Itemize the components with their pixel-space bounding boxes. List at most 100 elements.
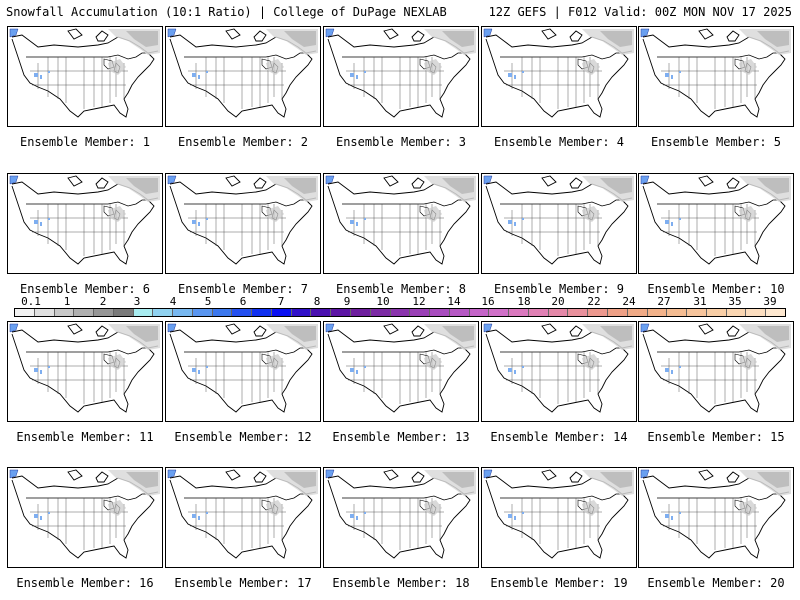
north-america-map: .coast{fill:none;stroke:#000;stroke-widt…	[167, 28, 318, 118]
ensemble-map-panel: .coast{fill:none;stroke:#000;stroke-widt…	[481, 26, 637, 127]
ensemble-map-panel: .coast{fill:none;stroke:#000;stroke-widt…	[481, 467, 637, 568]
ensemble-map-panel: .coast{fill:none;stroke:#000;stroke-widt…	[165, 467, 321, 568]
colorbar-swatch	[430, 309, 450, 316]
colorbar-swatch	[469, 309, 490, 316]
ensemble-map-panel: .coast{fill:none;stroke:#000;stroke-widt…	[638, 321, 794, 422]
ensemble-map-panel: .coast{fill:none;stroke:#000;stroke-widt…	[165, 26, 321, 127]
ensemble-map-panel: .coast{fill:none;stroke:#000;stroke-widt…	[481, 173, 637, 274]
colorbar-tick-label: 4	[169, 295, 177, 308]
colorbar-swatch	[548, 309, 569, 316]
north-america-map: .coast{fill:none;stroke:#000;stroke-widt…	[167, 175, 318, 265]
header-left-title: Snowfall Accumulation (10:1 Ratio) | Col…	[6, 5, 447, 19]
colorbar-swatch	[74, 309, 95, 316]
ensemble-map-panel: .coast{fill:none;stroke:#000;stroke-widt…	[7, 321, 163, 422]
colorbar-tick-label: 27	[657, 295, 671, 308]
colorbar-tick-label: 16	[481, 295, 495, 308]
ensemble-member-label: Ensemble Member: 12	[174, 430, 312, 444]
snowfall-colorbar	[14, 308, 786, 317]
colorbar-swatch	[252, 309, 272, 316]
colorbar-swatch	[54, 309, 75, 316]
ensemble-map-panel: .coast{fill:none;stroke:#000;stroke-widt…	[7, 173, 163, 274]
colorbar-swatch	[509, 309, 529, 316]
colorbar-tick-label: 7	[277, 295, 285, 308]
colorbar-swatch	[647, 309, 668, 316]
colorbar-swatch	[331, 309, 352, 316]
colorbar-swatch	[489, 309, 510, 316]
colorbar-swatch	[706, 309, 727, 316]
colorbar-swatch	[15, 309, 35, 316]
ensemble-map-panel: .coast{fill:none;stroke:#000;stroke-widt…	[165, 321, 321, 422]
north-america-map: .coast{fill:none;stroke:#000;stroke-widt…	[325, 469, 476, 559]
colorbar-tick-label: 3	[133, 295, 141, 308]
ensemble-map-panel: .coast{fill:none;stroke:#000;stroke-widt…	[323, 467, 479, 568]
ensemble-member-label: Ensemble Member: 20	[647, 576, 785, 590]
north-america-map: .coast{fill:none;stroke:#000;stroke-widt…	[640, 175, 791, 265]
colorbar-tick-label: 39	[763, 295, 777, 308]
colorbar-swatch	[687, 309, 707, 316]
colorbar-tick-label: 24	[622, 295, 636, 308]
ensemble-map-panel: .coast{fill:none;stroke:#000;stroke-widt…	[638, 467, 794, 568]
colorbar-tick-label: 9	[343, 295, 351, 308]
colorbar-swatch	[192, 309, 213, 316]
north-america-map: .coast{fill:none;stroke:#000;stroke-widt…	[9, 323, 160, 413]
colorbar-tick-label: 18	[517, 295, 531, 308]
ensemble-map-panel: .coast{fill:none;stroke:#000;stroke-widt…	[323, 173, 479, 274]
north-america-map: .coast{fill:none;stroke:#000;stroke-widt…	[325, 175, 476, 265]
colorbar-tick-label: 1	[63, 295, 71, 308]
colorbar-swatch	[34, 309, 55, 316]
north-america-map: .coast{fill:none;stroke:#000;stroke-widt…	[483, 28, 634, 118]
ensemble-member-label: Ensemble Member: 14	[490, 430, 628, 444]
colorbar-tick-label: 10	[376, 295, 390, 308]
colorbar-swatch	[528, 309, 549, 316]
colorbar-swatch	[94, 309, 114, 316]
north-america-map: .coast{fill:none;stroke:#000;stroke-widt…	[167, 323, 318, 413]
ensemble-member-label: Ensemble Member: 11	[16, 430, 154, 444]
ensemble-map-panel: .coast{fill:none;stroke:#000;stroke-widt…	[7, 26, 163, 127]
north-america-map: .coast{fill:none;stroke:#000;stroke-widt…	[9, 28, 160, 118]
ensemble-map-panel: .coast{fill:none;stroke:#000;stroke-widt…	[7, 467, 163, 568]
colorbar-tick-label: 0.1	[21, 295, 41, 308]
colorbar-tick-label: 31	[693, 295, 707, 308]
north-america-map: .coast{fill:none;stroke:#000;stroke-widt…	[9, 469, 160, 559]
colorbar-tick-label: 22	[587, 295, 601, 308]
north-america-map: .coast{fill:none;stroke:#000;stroke-widt…	[640, 323, 791, 413]
ensemble-map-panel: .coast{fill:none;stroke:#000;stroke-widt…	[638, 173, 794, 274]
ensemble-map-panel: .coast{fill:none;stroke:#000;stroke-widt…	[481, 321, 637, 422]
ensemble-member-label: Ensemble Member: 4	[493, 135, 625, 149]
colorbar-swatch	[410, 309, 431, 316]
ensemble-member-label: Ensemble Member: 9	[493, 282, 625, 296]
ensemble-member-label: Ensemble Member: 10	[647, 282, 785, 296]
colorbar-swatch	[568, 309, 589, 316]
colorbar-swatch	[667, 309, 688, 316]
north-america-map: .coast{fill:none;stroke:#000;stroke-widt…	[325, 323, 476, 413]
colorbar-swatch	[133, 309, 154, 316]
colorbar-tick-label: 20	[551, 295, 565, 308]
north-america-map: .coast{fill:none;stroke:#000;stroke-widt…	[483, 469, 634, 559]
colorbar-swatch	[370, 309, 391, 316]
ensemble-member-label: Ensemble Member: 16	[16, 576, 154, 590]
ensemble-member-label: Ensemble Member: 6	[19, 282, 151, 296]
colorbar-swatch	[449, 309, 470, 316]
ensemble-member-label: Ensemble Member: 3	[335, 135, 467, 149]
colorbar-swatch	[607, 309, 628, 316]
ensemble-member-label: Ensemble Member: 2	[177, 135, 309, 149]
colorbar-tick-label: 5	[204, 295, 212, 308]
ensemble-member-label: Ensemble Member: 18	[332, 576, 470, 590]
ensemble-member-label: Ensemble Member: 5	[650, 135, 782, 149]
colorbar-tick-label: 2	[99, 295, 107, 308]
north-america-map: .coast{fill:none;stroke:#000;stroke-widt…	[325, 28, 476, 118]
colorbar-swatch	[390, 309, 411, 316]
ensemble-map-panel: .coast{fill:none;stroke:#000;stroke-widt…	[638, 26, 794, 127]
ensemble-map-panel: .coast{fill:none;stroke:#000;stroke-widt…	[165, 173, 321, 274]
colorbar-swatch	[351, 309, 371, 316]
ensemble-member-label: Ensemble Member: 7	[177, 282, 309, 296]
colorbar-swatch	[726, 309, 747, 316]
north-america-map: .coast{fill:none;stroke:#000;stroke-widt…	[640, 28, 791, 118]
colorbar-tick-label: 12	[412, 295, 426, 308]
colorbar-tick-label: 8	[313, 295, 321, 308]
colorbar-tick-label: 6	[239, 295, 247, 308]
ensemble-map-panel: .coast{fill:none;stroke:#000;stroke-widt…	[323, 321, 479, 422]
colorbar-swatch	[232, 309, 253, 316]
north-america-map: .coast{fill:none;stroke:#000;stroke-widt…	[483, 323, 634, 413]
colorbar-swatch	[588, 309, 608, 316]
